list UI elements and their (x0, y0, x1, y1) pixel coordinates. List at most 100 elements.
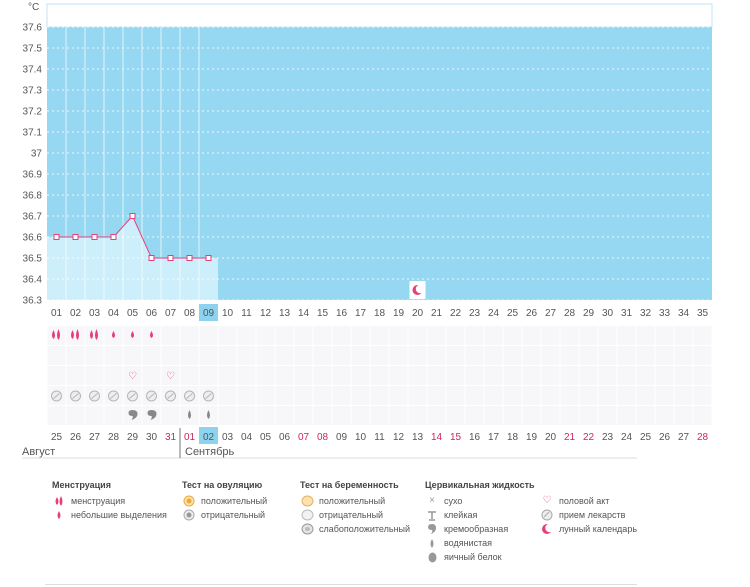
legend-ovulation: Тест на овуляцию положительный отрицател… (182, 480, 267, 522)
cycle-day-label: 28 (564, 308, 576, 319)
legend-title: Цервикальная жидкость (425, 480, 535, 490)
cycle-day-label: 05 (127, 308, 139, 319)
cycle-day-label: 17 (355, 308, 367, 319)
watery-icon (425, 536, 439, 550)
pregnancy-positive-icon (300, 494, 314, 508)
legend-label: менструация (71, 496, 126, 506)
legend-item: лунный календарь (540, 522, 637, 536)
date-label: 29 (127, 432, 139, 443)
date-label: 21 (564, 432, 576, 443)
legend-item: слабоположительный (300, 522, 410, 536)
cycle-day-label: 03 (89, 308, 101, 319)
sticky-icon (425, 508, 439, 522)
heavy-drop-icon (52, 494, 66, 508)
temperature-point (129, 213, 136, 219)
plot-top-box (46, 3, 713, 28)
date-label: 23 (602, 432, 614, 443)
legend-label: положительный (201, 496, 268, 506)
legend-other: ♡ половой акт прием лекарств лунный кале… (540, 494, 637, 536)
y-tick-label: 36.4 (23, 275, 43, 286)
date-label: 28 (697, 432, 709, 443)
moon-marker-cutout (415, 284, 425, 294)
date-label: 26 (70, 432, 82, 443)
pill-icon-line (91, 393, 98, 399)
creamy-icon (147, 410, 157, 420)
pill-icon-line (148, 393, 155, 399)
temperature-point (167, 255, 174, 261)
symbol-row (47, 366, 712, 385)
date-label: 20 (545, 432, 557, 443)
month-september: Сентябрь (185, 446, 235, 458)
date-label: 02 (203, 432, 215, 443)
legend-title: Тест на беременность (300, 480, 399, 490)
month-august: Август (22, 446, 56, 458)
legend-item: прием лекарств (540, 508, 637, 522)
menstruation-icon (71, 330, 74, 339)
legend-item: положительный (182, 494, 267, 508)
date-label: 26 (659, 432, 671, 443)
cycle-day-label: 01 (51, 308, 63, 319)
date-label: 13 (412, 432, 424, 443)
heart-icon: ♡ (166, 371, 175, 382)
y-tick-label: 36.6 (23, 233, 43, 244)
cycle-day-label: 34 (678, 308, 690, 319)
date-label: 09 (336, 432, 348, 443)
cycle-day-label: 26 (526, 308, 538, 319)
cycle-day-label: 35 (697, 308, 709, 319)
date-label: 04 (241, 432, 253, 443)
date-label: 31 (165, 432, 177, 443)
date-label: 11 (374, 432, 385, 443)
date-label: 12 (393, 432, 405, 443)
pill-icon-line (167, 393, 174, 399)
watery-icon (207, 410, 210, 419)
temperature-point (148, 255, 155, 261)
date-label: 25 (640, 432, 652, 443)
legend-label: яичный белок (444, 552, 502, 562)
legend-item: клейкая (425, 508, 535, 522)
legend-label: лунный календарь (559, 524, 638, 534)
menstruation-icon (76, 329, 79, 340)
cycle-day-label: 09 (203, 308, 215, 319)
heart-icon: ♡ (128, 371, 137, 382)
creamy-icon (128, 410, 138, 420)
date-label: 05 (260, 432, 272, 443)
dry-icon: × (429, 495, 435, 506)
date-label: 10 (355, 432, 367, 443)
legend-item: менструация (52, 494, 167, 508)
heart-icon: ♡ (542, 495, 552, 506)
legend-item: положительный (300, 494, 410, 508)
temperature-point (205, 255, 212, 261)
symbol-row (47, 386, 712, 405)
legend-label: отрицательный (201, 510, 266, 520)
legend-pregnancy: Тест на беременность положительный отриц… (300, 480, 410, 536)
pill-icon (540, 508, 554, 522)
legend-cervical: Цервикальная жидкость × сухо клейкая кре… (425, 480, 535, 564)
pill-icon-line (72, 393, 79, 399)
date-label: 08 (317, 432, 329, 443)
legend-item: яичный белок (425, 550, 535, 564)
date-label: 06 (279, 432, 291, 443)
cycle-day-label: 08 (184, 308, 196, 319)
menstruation-icon (90, 330, 93, 339)
date-label: 18 (507, 432, 519, 443)
date-label: 01 (184, 432, 196, 443)
cycle-day-label: 30 (602, 308, 614, 319)
creamy-icon (425, 522, 439, 536)
symbol-row (47, 346, 712, 365)
menstruation-icon (52, 330, 55, 339)
pill-icon-line (186, 393, 193, 399)
cycle-day-label: 27 (545, 308, 557, 319)
date-label: 17 (488, 432, 500, 443)
cycle-day-label: 31 (621, 308, 633, 319)
temperature-point (53, 234, 60, 240)
cycle-day-label: 19 (393, 308, 405, 319)
cycle-day-label: 24 (488, 308, 500, 319)
date-label: 22 (583, 432, 595, 443)
menstruation-icon (95, 329, 98, 340)
y-tick-label: 37 (31, 149, 43, 160)
light-discharge-icon (150, 331, 153, 338)
cycle-day-label: 18 (374, 308, 386, 319)
y-tick-label: 36.5 (23, 254, 43, 265)
y-tick-label: 37.3 (23, 86, 43, 97)
date-label: 24 (621, 432, 633, 443)
